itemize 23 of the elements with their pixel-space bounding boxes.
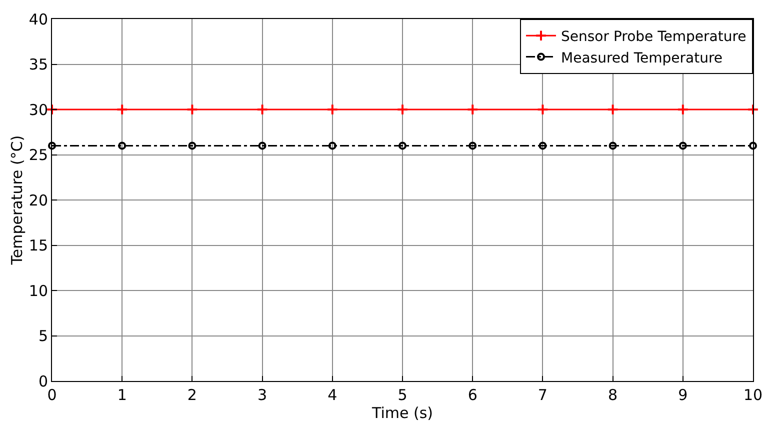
x-tick-label: 9 [678,386,688,404]
y-tick-label: 0 [38,372,48,390]
x-axis-title: Time (s) [371,404,433,422]
x-tick-label: 5 [398,386,408,404]
y-axis-title: Temperature (°C) [8,135,26,266]
y-tick-label: 40 [28,10,48,28]
y-tick-label: 15 [28,236,48,254]
x-tick-label: 1 [117,386,127,404]
y-tick-label: 20 [28,191,48,210]
x-tick-label: 10 [743,386,763,404]
legend-label: Sensor Probe Temperature [561,29,746,46]
x-tick-label: 3 [258,386,268,404]
legend-label: Measured Temperature [561,50,723,66]
y-tick-label: 30 [28,100,48,119]
x-tick-label: 6 [468,386,478,404]
x-tick-label: 4 [328,386,338,404]
y-tick-label: 10 [28,282,48,300]
y-tick-label: 5 [38,327,48,345]
x-tick-label: 7 [538,386,548,404]
x-tick-label: 2 [187,386,197,404]
y-tick-label: 35 [28,56,48,74]
x-tick-label: 8 [608,386,618,404]
y-tick-label: 25 [28,146,48,164]
